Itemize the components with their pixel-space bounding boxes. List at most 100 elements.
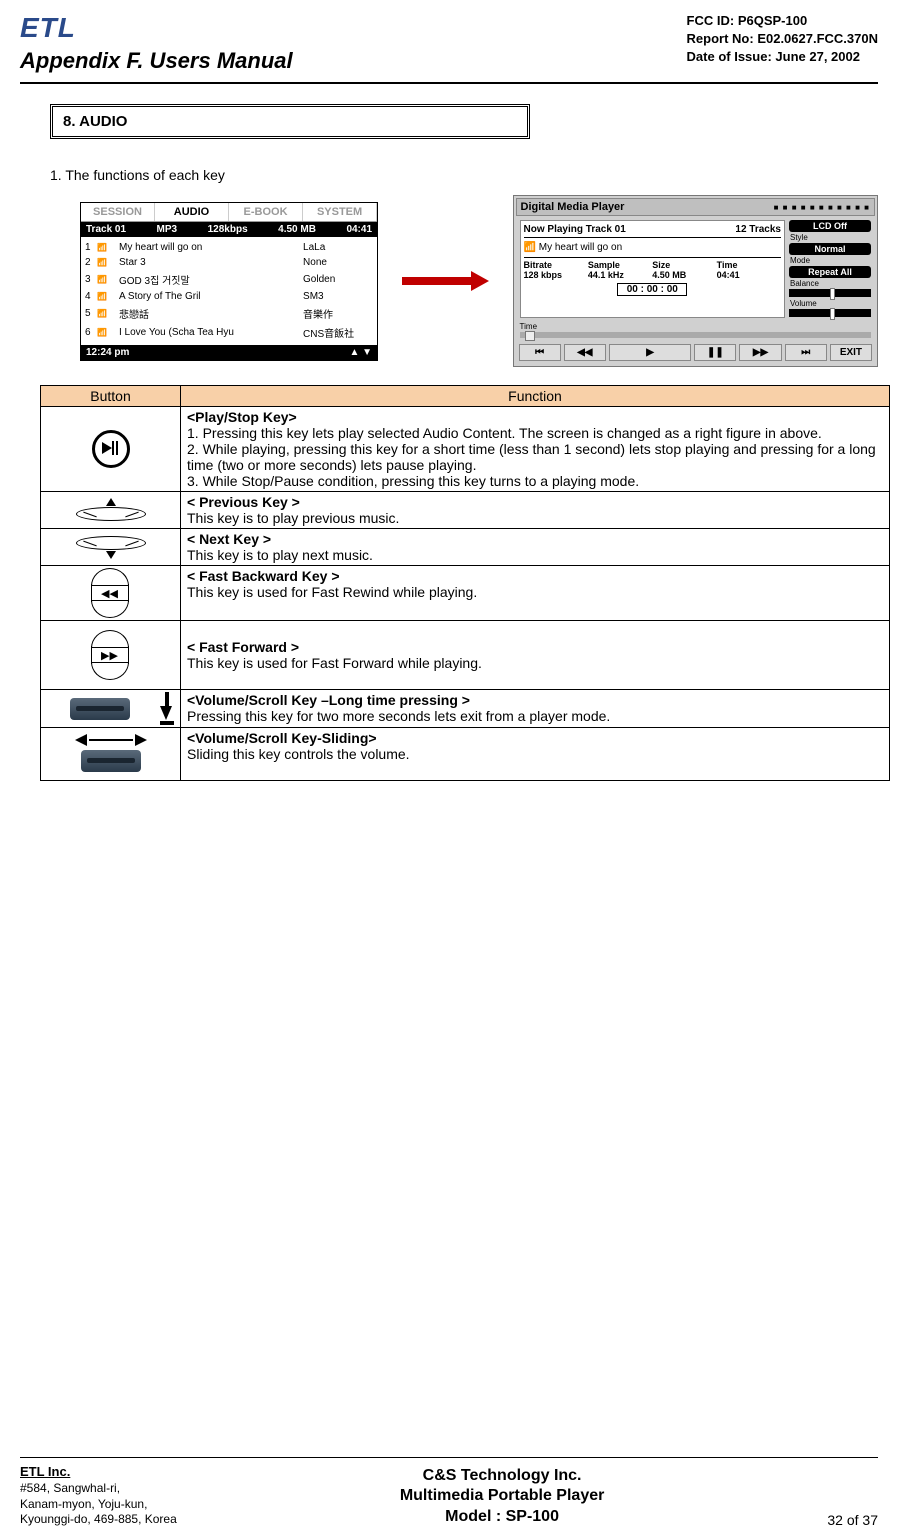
song-title: My heart will go on bbox=[539, 242, 622, 253]
screenshots-row: SESSION AUDIO E-BOOK SYSTEM Track 01 MP3… bbox=[80, 195, 878, 367]
tab-ebook[interactable]: E-BOOK bbox=[229, 203, 303, 221]
issue-date: Date of Issue: June 27, 2002 bbox=[687, 48, 878, 66]
logo-text: ETL bbox=[20, 12, 76, 43]
key-body: This key is used for Fast Forward while … bbox=[187, 655, 883, 671]
col-function: Function bbox=[181, 386, 890, 407]
appendix-title: Appendix F. Users Manual bbox=[20, 48, 293, 74]
fast-forward-icon: ▶▶ bbox=[91, 630, 131, 680]
playlist: 1📶My heart will go onLaLa 2📶Star 3None 3… bbox=[81, 237, 377, 345]
dmp-display: Now Playing Track 01 12 Tracks 📶 My hear… bbox=[520, 220, 785, 318]
eq-icon: 📶 bbox=[97, 258, 113, 267]
key-body: Pressing this key for two more seconds l… bbox=[187, 708, 883, 724]
now-playing: Now Playing Track 01 bbox=[524, 224, 626, 235]
list-item[interactable]: 6📶I Love You (Scha Tea HyuCNS音飯社 bbox=[85, 323, 373, 342]
section-title-box: 8. AUDIO bbox=[50, 104, 530, 139]
logo: ETL bbox=[20, 12, 293, 44]
list-item[interactable]: 5📶悲戀話音樂作 bbox=[85, 304, 373, 323]
titlebar-dots: ■ ■ ■ ■ ■ ■ ■ ■ ■ ■ ■ bbox=[774, 203, 870, 212]
table-row: <Play/Stop Key> 1. Pressing this key let… bbox=[41, 407, 890, 492]
key-title: <Play/Stop Key> bbox=[187, 409, 883, 425]
company: ETL Inc. bbox=[20, 1464, 177, 1481]
table-row: < Next Key > This key is to play next mu… bbox=[41, 529, 890, 566]
track-label: Track 01 bbox=[86, 224, 126, 235]
time: 04:41 bbox=[346, 224, 372, 235]
arrow-icon bbox=[402, 274, 489, 288]
eq-icon: 📶 bbox=[97, 275, 113, 284]
list-item[interactable]: 3📶GOD 3집 거짓말Golden bbox=[85, 270, 373, 289]
balance-slider[interactable] bbox=[789, 289, 871, 297]
table-row: <Volume/Scroll Key –Long time pressing >… bbox=[41, 690, 890, 728]
progress-slider[interactable] bbox=[520, 332, 871, 338]
play-stop-icon bbox=[92, 430, 130, 468]
function-table: Button Function <Play/Stop Key> 1. Press… bbox=[40, 385, 890, 781]
key-title: < Fast Forward > bbox=[187, 639, 883, 655]
key-title: <Volume/Scroll Key –Long time pressing > bbox=[187, 692, 883, 708]
fast-backward-icon: ◀◀ bbox=[91, 568, 131, 618]
status-bar: 12:24 pm ▲ ▼ bbox=[81, 345, 377, 360]
section-subtitle: 1. The functions of each key bbox=[50, 167, 878, 183]
key-body: Sliding this key controls the volume. bbox=[187, 746, 883, 762]
dmp-controls: ⏮ ◀◀ ▶ ❚❚ ▶▶ ⏭ EXIT bbox=[516, 341, 875, 364]
codec: MP3 bbox=[157, 224, 178, 235]
table-row: ◀◀ < Fast Backward Key > This key is use… bbox=[41, 566, 890, 621]
rewind-button[interactable]: ◀◀ bbox=[564, 344, 606, 361]
tracks-count: 12 Tracks bbox=[735, 224, 781, 235]
lcd-button[interactable]: LCD Off bbox=[789, 220, 871, 232]
list-item[interactable]: 4📶A Story of The GrilSM3 bbox=[85, 289, 373, 304]
track-header: Track 01 MP3 128kbps 4.50 MB 04:41 bbox=[81, 222, 377, 237]
dmp-side-controls: LCD Off Style Normal Mode Repeat All Bal… bbox=[789, 220, 871, 318]
fcc-id: FCC ID: P6QSP-100 bbox=[687, 12, 878, 30]
volume-slider[interactable] bbox=[789, 309, 871, 317]
table-row: < Previous Key > This key is to play pre… bbox=[41, 492, 890, 529]
mode-button[interactable]: Repeat All bbox=[789, 266, 871, 278]
prev-button[interactable]: ⏮ bbox=[519, 344, 561, 361]
dmp-titlebar: Digital Media Player ■ ■ ■ ■ ■ ■ ■ ■ ■ ■… bbox=[516, 198, 875, 216]
volume-press-icon bbox=[47, 692, 174, 725]
previous-key-icon bbox=[81, 498, 141, 522]
key-body: 1. Pressing this key lets play selected … bbox=[187, 425, 883, 489]
list-item[interactable]: 1📶My heart will go onLaLa bbox=[85, 240, 373, 255]
tab-session[interactable]: SESSION bbox=[81, 203, 155, 221]
page-number: 32 of 37 bbox=[827, 1512, 878, 1528]
footer-center: C&S Technology Inc. Multimedia Portable … bbox=[400, 1466, 605, 1528]
key-title: < Previous Key > bbox=[187, 494, 883, 510]
next-button[interactable]: ⏭ bbox=[785, 344, 827, 361]
playlist-screenshot: SESSION AUDIO E-BOOK SYSTEM Track 01 MP3… bbox=[80, 202, 378, 361]
key-title: < Next Key > bbox=[187, 531, 883, 547]
tabs: SESSION AUDIO E-BOOK SYSTEM bbox=[81, 203, 377, 222]
header-right: FCC ID: P6QSP-100 Report No: E02.0627.FC… bbox=[687, 12, 878, 67]
key-body: This key is used for Fast Rewind while p… bbox=[187, 584, 883, 600]
style-button[interactable]: Normal bbox=[789, 243, 871, 255]
media-player-screenshot: Digital Media Player ■ ■ ■ ■ ■ ■ ■ ■ ■ ■… bbox=[513, 195, 878, 367]
header-left: ETL Appendix F. Users Manual bbox=[20, 12, 293, 74]
volume-slide-icon bbox=[47, 734, 174, 746]
key-title: < Fast Backward Key > bbox=[187, 568, 883, 584]
key-body: This key is to play previous music. bbox=[187, 510, 883, 526]
next-key-icon bbox=[81, 535, 141, 559]
footer-left: ETL Inc. #584, Sangwhal-ri, Kanam-myon, … bbox=[20, 1464, 177, 1528]
table-row: ▶▶ < Fast Forward > This key is used for… bbox=[41, 621, 890, 690]
eq-icon: 📶 bbox=[524, 242, 539, 253]
tab-system[interactable]: SYSTEM bbox=[303, 203, 377, 221]
list-item[interactable]: 2📶Star 3None bbox=[85, 255, 373, 270]
bitrate: 128kbps bbox=[208, 224, 248, 235]
tab-audio[interactable]: AUDIO bbox=[155, 203, 229, 221]
page-footer: ETL Inc. #584, Sangwhal-ri, Kanam-myon, … bbox=[20, 1457, 878, 1528]
key-body: This key is to play next music. bbox=[187, 547, 883, 563]
eq-icon: 📶 bbox=[97, 309, 113, 318]
eq-icon: 📶 bbox=[97, 328, 113, 337]
size: 4.50 MB bbox=[278, 224, 316, 235]
clock: 12:24 pm bbox=[86, 347, 129, 358]
key-title: <Volume/Scroll Key-Sliding> bbox=[187, 730, 883, 746]
exit-button[interactable]: EXIT bbox=[830, 344, 872, 361]
report-no: Report No: E02.0627.FCC.370N bbox=[687, 30, 878, 48]
pause-button[interactable]: ❚❚ bbox=[694, 344, 736, 361]
elapsed-clock: 00 : 00 : 00 bbox=[617, 283, 687, 296]
page-header: ETL Appendix F. Users Manual FCC ID: P6Q… bbox=[20, 12, 878, 84]
col-button: Button bbox=[41, 386, 181, 407]
forward-button[interactable]: ▶▶ bbox=[739, 344, 781, 361]
play-button[interactable]: ▶ bbox=[609, 344, 691, 361]
eq-icon: 📶 bbox=[97, 243, 113, 252]
table-row: <Volume/Scroll Key-Sliding> Sliding this… bbox=[41, 728, 890, 781]
eq-icon: 📶 bbox=[97, 292, 113, 301]
